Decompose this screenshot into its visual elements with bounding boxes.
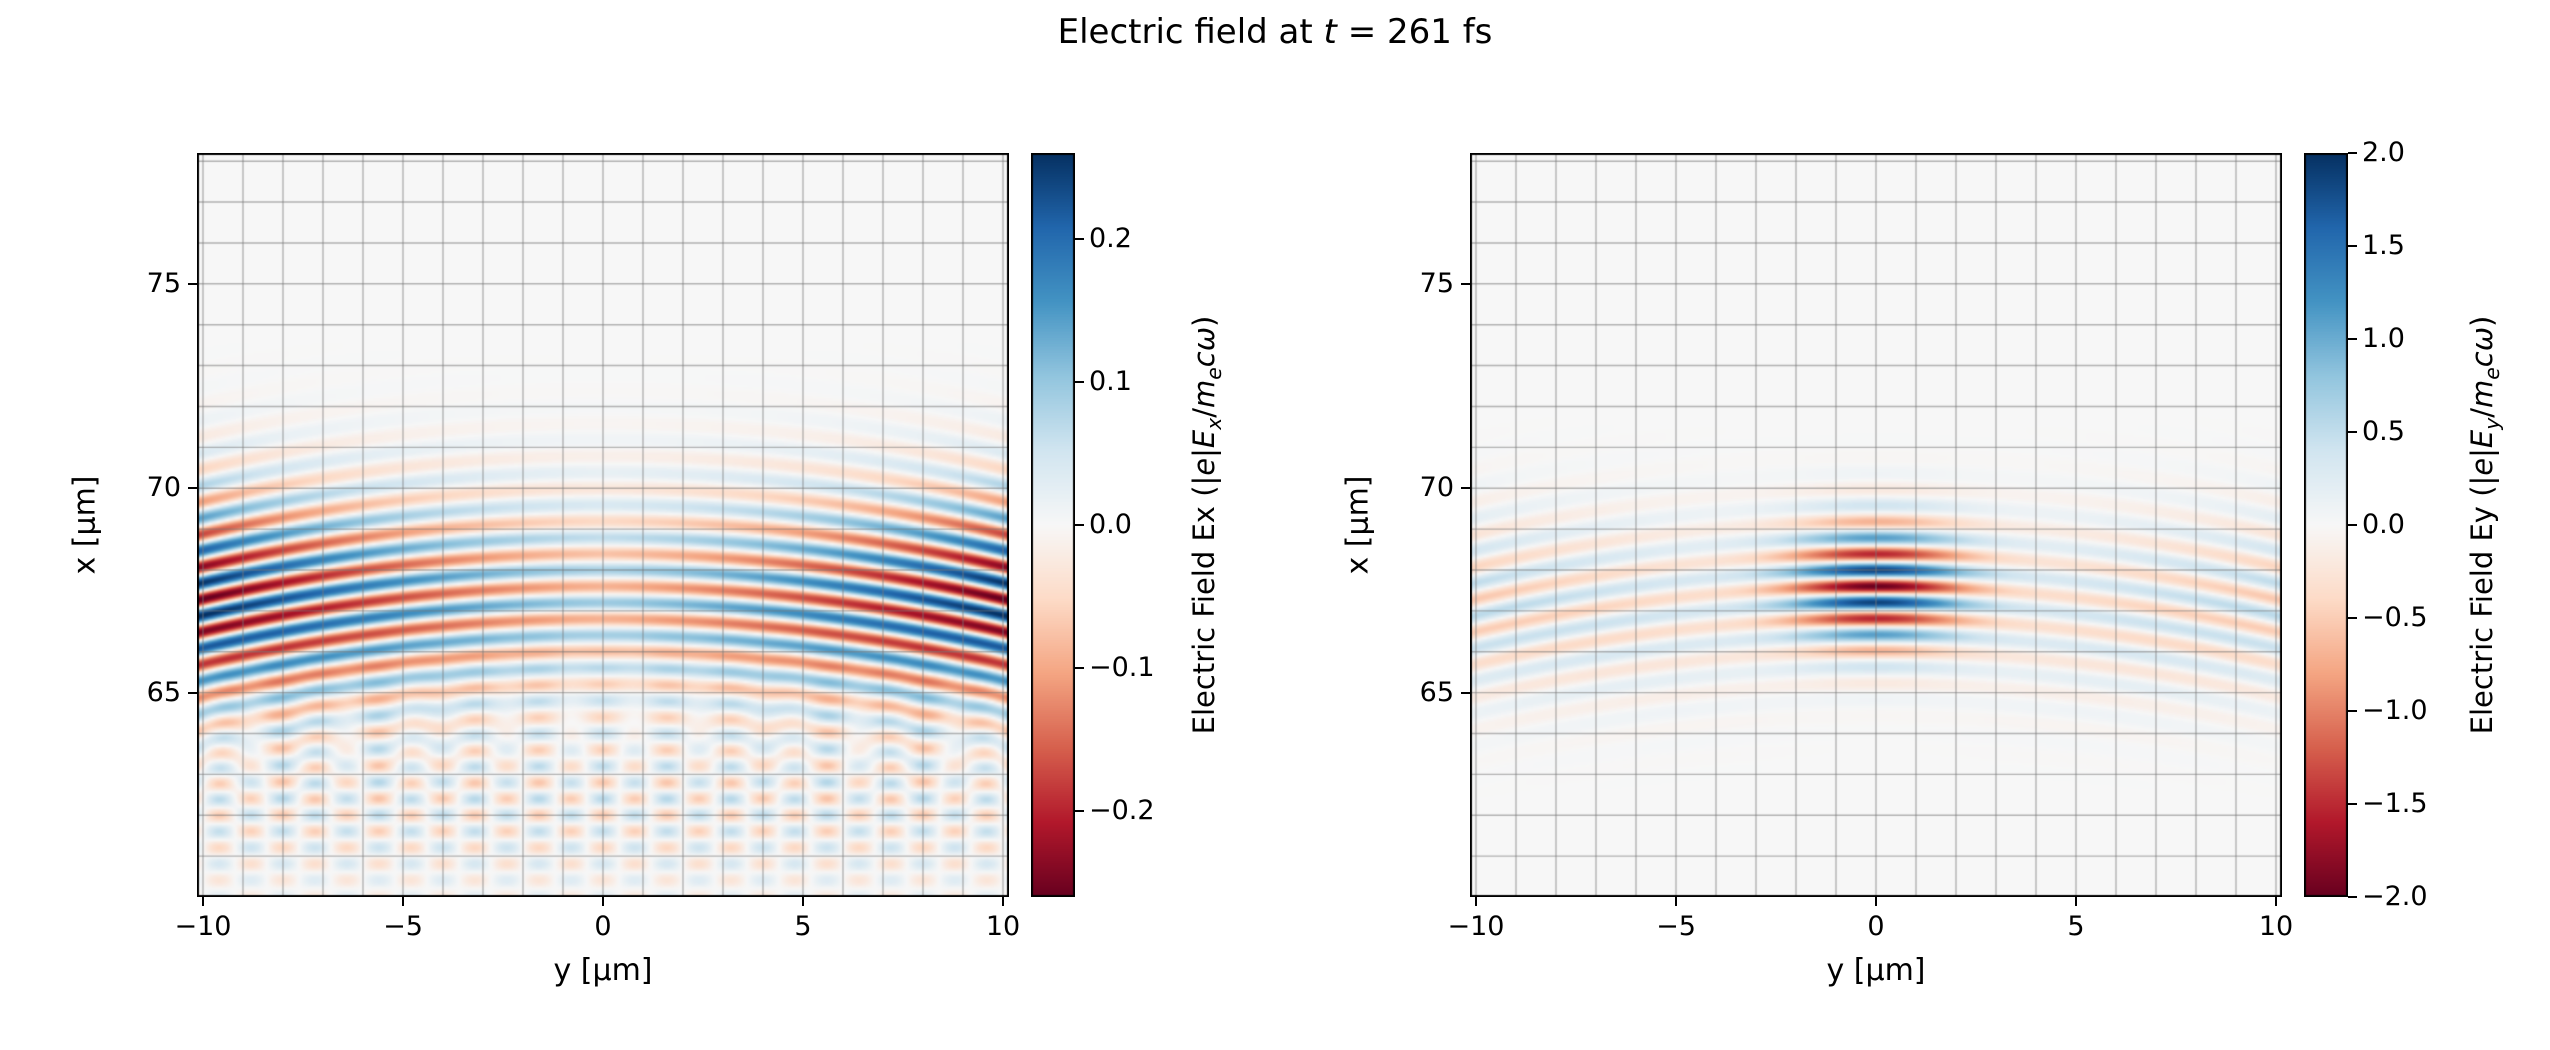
colorbar-tick xyxy=(1075,667,1084,670)
colorbar-ex xyxy=(1031,153,1075,897)
colorbar-tick-label: 0.1 xyxy=(1089,365,1132,397)
label-part: t xyxy=(1323,12,1337,52)
colorbar-tick xyxy=(2348,431,2357,433)
label-part: / xyxy=(1187,407,1221,418)
x-tick xyxy=(1475,897,1477,906)
y-tick xyxy=(1461,282,1470,285)
x-tick-label: 0 xyxy=(1867,911,1885,942)
colorbar-tick-label: 0.0 xyxy=(1089,509,1132,540)
y-tick-label: 70 xyxy=(1419,472,1454,504)
x-tick-label: −5 xyxy=(383,911,423,942)
x-tick xyxy=(2275,897,2277,906)
chart-title: Electric field at t = 261 fs xyxy=(0,12,2550,52)
x-tick-label: −10 xyxy=(174,911,232,942)
xaxis-label-ey: y [µm] xyxy=(1826,953,1926,988)
x-tick xyxy=(1002,897,1004,906)
y-tick xyxy=(188,487,197,490)
colorbar-tick xyxy=(1075,524,1084,526)
y-tick-label: 70 xyxy=(146,472,181,504)
x-tick-label: −5 xyxy=(1656,911,1696,942)
colorbar-tick-label: 1.5 xyxy=(2362,230,2405,261)
x-tick-label: −10 xyxy=(1447,911,1505,942)
x-tick-label: 10 xyxy=(2258,911,2294,942)
label-part: e xyxy=(2479,367,2504,380)
colorbar-tick-label: −0.5 xyxy=(2362,602,2428,633)
colorbar-tick xyxy=(2348,152,2357,154)
colorbar-tick-label: 2.0 xyxy=(2362,137,2405,168)
y-tick-label: 65 xyxy=(1419,676,1454,708)
label-part: ) xyxy=(1187,315,1221,327)
x-tick-label: 0 xyxy=(594,911,612,942)
x-tick xyxy=(202,897,204,906)
x-tick xyxy=(602,897,604,906)
colorbar-tick-label: 0.5 xyxy=(2362,416,2405,447)
x-tick xyxy=(402,897,404,906)
colorbar-tick-label: 1.0 xyxy=(2362,323,2405,354)
y-tick-label: 75 xyxy=(146,267,181,299)
colorbar-tick-label: −0.2 xyxy=(1089,795,1155,827)
colorbar-tick-label: −1.0 xyxy=(2362,695,2428,726)
label-part: | xyxy=(1187,448,1221,458)
label-part: y xyxy=(2479,417,2504,430)
x-tick-label: 5 xyxy=(794,911,812,942)
colorbar-tick-label: −2.0 xyxy=(2362,881,2428,912)
y-tick-label: 75 xyxy=(1419,267,1454,299)
xaxis-label-ex: y [µm] xyxy=(553,953,653,988)
x-tick xyxy=(2075,897,2077,906)
y-tick xyxy=(1461,691,1470,694)
label-part: | xyxy=(2465,448,2499,458)
label-part: e xyxy=(1187,457,1221,476)
colorbar-tick-label: 0.2 xyxy=(1089,222,1132,254)
heatmap-ex xyxy=(197,153,1009,897)
label-part: ω xyxy=(1187,326,1221,352)
colorbar-tick xyxy=(2348,710,2357,712)
x-tick xyxy=(1875,897,1877,906)
colorbar-tick xyxy=(2348,245,2357,247)
colorbar-tick-label: 0.0 xyxy=(2362,509,2405,540)
colorbar-tick-label: −1.5 xyxy=(2362,788,2428,819)
x-tick xyxy=(1675,897,1677,906)
y-tick xyxy=(188,691,197,694)
y-tick xyxy=(188,282,197,285)
label-part: = 261 fs xyxy=(1336,12,1493,52)
colorbar-tick xyxy=(2348,524,2357,526)
label-part: e xyxy=(2465,457,2499,476)
colorbar-tick xyxy=(2348,617,2357,619)
label-part: E xyxy=(1187,429,1221,449)
colorbar-tick xyxy=(2348,896,2357,898)
colorbar-tick xyxy=(1075,237,1084,240)
heatmap-ey xyxy=(1470,153,2282,897)
x-tick-label: 5 xyxy=(2067,911,2085,942)
colorbar-tick xyxy=(2348,338,2357,340)
x-tick-label: 10 xyxy=(985,911,1021,942)
label-part: Electric field at xyxy=(1057,12,1324,52)
label-part: x xyxy=(1201,417,1226,430)
x-tick xyxy=(802,897,804,906)
colorbar-tick-label: −0.1 xyxy=(1089,652,1155,684)
y-tick-label: 65 xyxy=(146,676,181,708)
colorbar-ey xyxy=(2304,153,2348,897)
y-tick xyxy=(1461,487,1470,490)
colorbar-tick xyxy=(2348,803,2357,805)
colorbar-tick xyxy=(1075,810,1084,813)
colorbar-tick xyxy=(1075,380,1084,383)
label-part: m xyxy=(2465,379,2499,408)
